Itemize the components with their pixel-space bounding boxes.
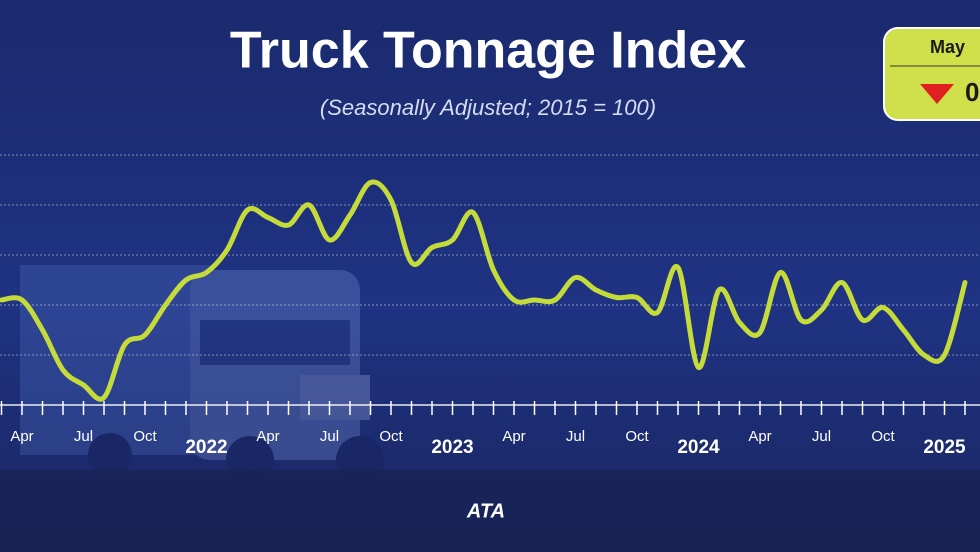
truck-silhouette [20,265,384,484]
x-tick-label: Oct [625,428,649,445]
callout-month: May [930,37,965,57]
x-year-label: 2023 [431,437,473,458]
x-tick-label: Oct [133,428,157,445]
x-year-label: 2022 [185,437,227,458]
road [0,470,980,552]
x-tick-label: Jul [74,428,93,445]
x-year-label: 2025 [923,437,966,458]
x-tick-label: Oct [871,428,895,445]
x-tick-label: Jul [566,428,585,445]
x-tick-label: Apr [502,428,525,445]
chart-title: Truck Tonnage Index [230,22,746,80]
callout-arrow [920,84,954,104]
x-year-label: 2024 [677,437,720,458]
x-tick-label: Jul [812,428,831,445]
x-tick-label: Jul [320,428,339,445]
x-tick-label: Oct [379,428,403,445]
series-line [0,179,968,402]
callout-box [883,27,980,121]
callout-value: 0 [965,77,979,107]
logo: ATA [466,500,505,522]
x-tick-label: Apr [748,428,771,445]
x-tick-label: Apr [256,428,279,445]
chart-subtitle: (Seasonally Adjusted; 2015 = 100) [320,95,656,120]
x-tick-label: Apr [10,428,33,445]
